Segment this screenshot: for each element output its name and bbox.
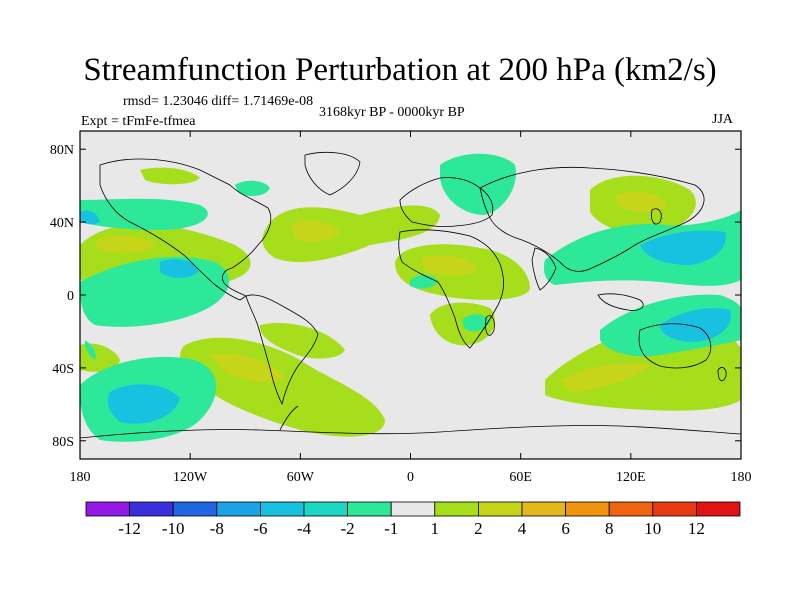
colorbar-label: -10 (162, 519, 185, 538)
lat-axis: 80N 40N 0 40S 80S (50, 143, 741, 450)
contour-pos4-npac (95, 235, 155, 253)
contour-pos-southeast (710, 342, 741, 380)
contour-pos4-africa (420, 255, 478, 276)
coastline-greenland (304, 151, 361, 196)
colorbar-label: 10 (644, 519, 661, 538)
contour-neg4-npac-south (160, 259, 198, 278)
lon-tick-label: 0 (407, 470, 414, 485)
contour-neg-atlantic-north (235, 180, 270, 197)
colorbar-label: -6 (253, 519, 267, 538)
colorbar-swatch (85, 501, 130, 517)
colorbar-label: 2 (474, 519, 483, 538)
contour-neg4-npac (80, 210, 100, 225)
coastline-europe (399, 177, 494, 228)
coastline-australia (638, 323, 712, 369)
colorbar-label: -1 (384, 519, 398, 538)
season-text: JJA (712, 112, 734, 127)
chart-title: Streamfunction Perturbation at 200 hPa (… (83, 52, 717, 88)
contour-pos4-indian (560, 363, 650, 392)
coastline-antarctica (80, 425, 741, 439)
contour-neg-atlantic-south (84, 340, 96, 360)
coastline-africa (398, 229, 504, 349)
colorbar-label: 12 (688, 519, 705, 538)
coastline-antarctic-peninsula (279, 405, 299, 431)
colorbar-swatch (477, 501, 523, 517)
contour-pos-samerica-north (259, 322, 345, 359)
colorbar-swatch (129, 501, 174, 517)
coastline-india (531, 247, 557, 291)
lat-tick-label: 80S (52, 435, 74, 450)
contour-pos4-samerica (210, 353, 285, 383)
colorbar-swatch (172, 501, 218, 517)
contour-neg4-australia (660, 308, 731, 342)
contour-pos-greenland (140, 167, 200, 185)
lat-tick-label: 0 (67, 289, 74, 304)
colorbar: -12 -10 -8 -6 -4 -2 -1 1 2 4 6 8 10 12 (85, 501, 741, 538)
contour-pos-africa-south (430, 302, 495, 346)
colorbar-swatch (696, 501, 741, 517)
colorbar-label: 1 (431, 519, 440, 538)
contour-pos4-natl (290, 220, 340, 242)
colorbar-swatch (347, 501, 392, 517)
colorbar-swatch (303, 501, 348, 517)
colorbar-label: -4 (297, 519, 312, 538)
colorbar-swatch (652, 501, 697, 517)
contour-neg-npac (80, 198, 208, 230)
coastline-asia (479, 166, 705, 272)
colorbar-swatch (608, 501, 654, 517)
colorbar-label: -8 (210, 519, 224, 538)
lon-tick-label: 60W (287, 470, 315, 485)
colorbar-swatch (216, 501, 261, 517)
contour-neg4-wpac (640, 230, 726, 265)
period-text: 3168kyr BP - 0000kyr BP (319, 105, 465, 120)
colorbar-swatch (259, 501, 305, 517)
lat-tick-label: 40S (52, 362, 74, 377)
contour-field (80, 153, 741, 442)
contour-pos-natl (262, 205, 440, 263)
coastlines (80, 151, 741, 439)
coastline-madagascar (485, 315, 495, 336)
lon-tick-label: 60E (509, 470, 532, 485)
colorbar-label: 8 (605, 519, 614, 538)
stats-text: rmsd= 1.23046 diff= 1.71469e-08 (123, 94, 314, 109)
colorbar-label: -2 (341, 519, 355, 538)
colorbar-swatch (565, 501, 610, 517)
lon-tick-label: 180 (70, 470, 91, 485)
lon-axis: 180 120W 60W 0 60E 120E 180 (70, 131, 752, 485)
coastline-south-america (245, 294, 319, 406)
lon-tick-label: 180 (731, 470, 752, 485)
colorbar-swatch (390, 501, 436, 517)
contour-neg4-spac (107, 384, 180, 424)
colorbar-swatch (434, 501, 479, 517)
lat-tick-label: 80N (50, 143, 74, 158)
contour-pos4-eastasia (615, 191, 668, 213)
contour-neg-arctic (440, 153, 516, 215)
coastline-sea-islands (597, 293, 644, 311)
colorbar-label: -12 (118, 519, 141, 538)
colorbar-label: 6 (561, 519, 570, 538)
lat-tick-label: 40N (50, 216, 74, 231)
contour-neg-indian-west (462, 314, 490, 332)
coastline-japan (651, 208, 662, 225)
coastline-new-zealand (717, 367, 727, 382)
lon-tick-label: 120W (173, 470, 208, 485)
colorbar-swatch (521, 501, 566, 517)
coastline-north-america (99, 158, 272, 301)
experiment-text: Expt = tFmFe-tfmea (81, 114, 196, 129)
lon-tick-label: 120E (616, 470, 646, 485)
colorbar-label: 4 (518, 519, 527, 538)
